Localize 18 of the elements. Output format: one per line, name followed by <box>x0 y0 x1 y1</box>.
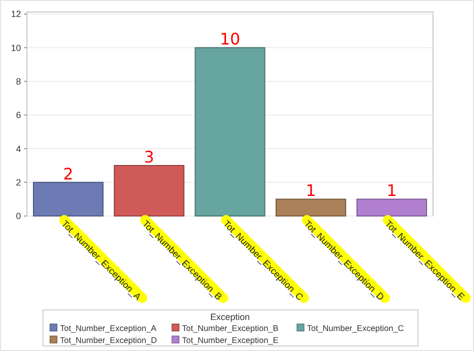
y-tick-label: 10 <box>10 42 21 53</box>
legend-label: Tot_Number_Exception_C <box>307 322 404 333</box>
legend-label: Tot_Number_Exception_B <box>182 322 279 333</box>
y-tick-label: 6 <box>16 110 21 120</box>
legend-label: Tot_Number_Exception_E <box>182 334 279 345</box>
legend-title: Exception <box>210 312 250 322</box>
data-label: 1 <box>306 181 316 200</box>
y-tick-label: 12 <box>10 9 21 20</box>
y-tick-label: 2 <box>16 177 21 188</box>
data-label: 1 <box>386 181 397 200</box>
y-tick-label: 8 <box>16 76 21 86</box>
data-label: 2 <box>63 164 74 184</box>
data-label: 3 <box>144 148 154 166</box>
legend-label: Tot_Number_Exception_A <box>60 322 157 333</box>
y-tick-label: 0 <box>16 211 21 222</box>
data-label: 10 <box>220 30 240 49</box>
y-tick-label: 4 <box>16 144 21 154</box>
legend-label: Tot_Number_Exception_D <box>60 334 157 345</box>
